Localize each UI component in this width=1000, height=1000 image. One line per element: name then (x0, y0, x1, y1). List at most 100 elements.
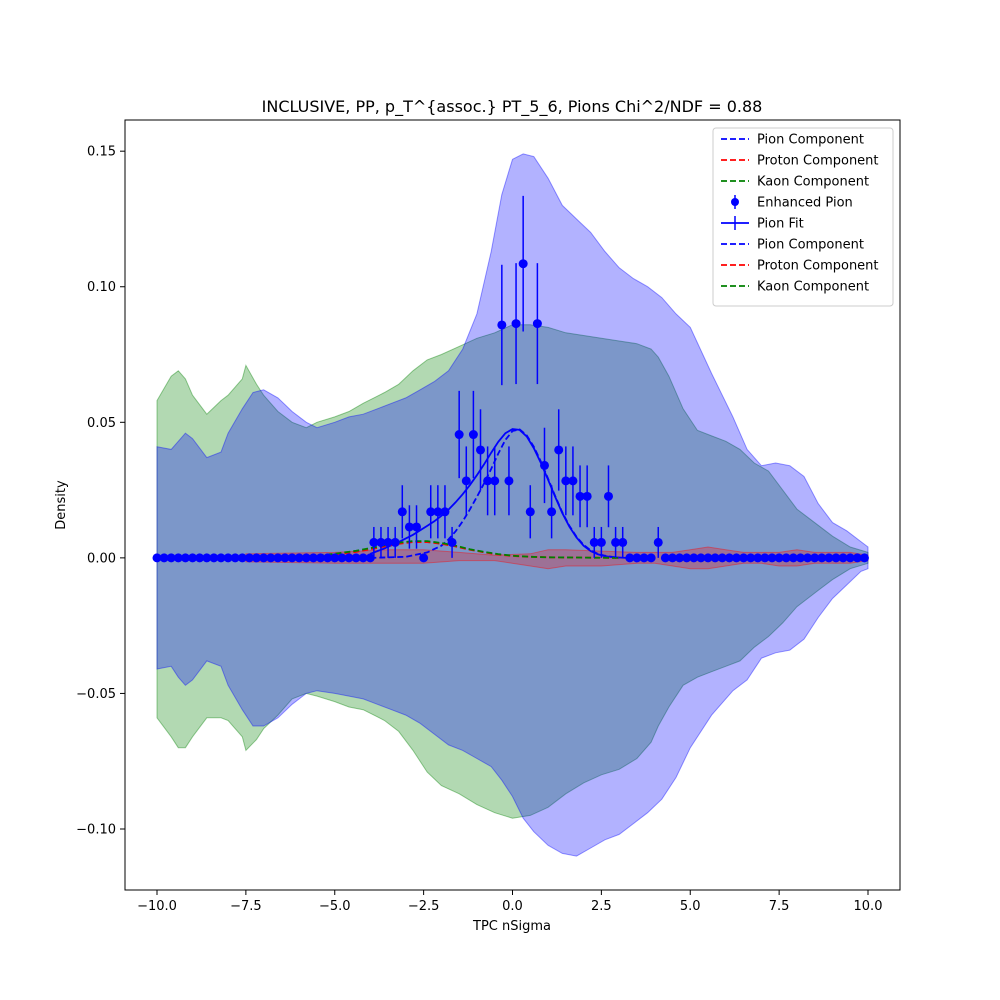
data-point (426, 507, 436, 517)
chart-title: INCLUSIVE, PP, p_T^{assoc.} PT_5_6, Pion… (262, 97, 763, 117)
data-point (554, 445, 564, 455)
data-point (337, 553, 347, 563)
data-point (323, 553, 333, 563)
data-point (767, 553, 777, 563)
legend-label: Kaon Component (757, 175, 869, 190)
data-point (653, 537, 663, 547)
data-point (316, 553, 326, 563)
data-point (351, 553, 361, 563)
kaon-component-line (263, 540, 620, 559)
data-point (539, 460, 549, 470)
data-point (476, 445, 486, 455)
data-point (419, 553, 429, 563)
data-point (173, 553, 183, 563)
legend-marker (731, 198, 739, 206)
data-point (774, 553, 784, 563)
data-point (223, 553, 233, 563)
data-point (682, 553, 692, 563)
data-point (490, 476, 500, 486)
data-point (166, 553, 176, 563)
data-point (365, 553, 375, 563)
data-point (461, 476, 471, 486)
data-point (618, 537, 628, 547)
data-point (447, 537, 457, 547)
x-tick-label: 2.5 (591, 899, 612, 914)
legend-label: Pion Component (757, 238, 864, 253)
data-point (582, 491, 592, 501)
data-point (376, 537, 386, 547)
data-point (294, 553, 304, 563)
data-point (504, 476, 514, 486)
x-axis-ticks: −10.0 −7.5 −5.0 −2.5 0.0 2.5 5.0 7.5 10.0 (137, 890, 882, 914)
y-tick-label: 0.15 (87, 145, 116, 160)
data-point (383, 537, 393, 547)
legend-label: Pion Fit (757, 217, 804, 232)
data-point (781, 553, 791, 563)
x-tick-label: −10.0 (137, 899, 177, 914)
data-point (344, 553, 354, 563)
data-point (216, 553, 226, 563)
data-point (280, 553, 290, 563)
data-point (454, 430, 464, 440)
proton-component-line (263, 541, 620, 559)
data-point (259, 553, 269, 563)
y-axis-ticks: −0.10 −0.05 0.00 0.05 0.10 0.15 (76, 145, 125, 837)
data-point (831, 553, 841, 563)
data-point (547, 507, 557, 517)
data-point (696, 553, 706, 563)
data-point (646, 553, 656, 563)
legend-box (712, 127, 894, 307)
data-point (689, 553, 699, 563)
data-point (244, 553, 254, 563)
data-point (803, 553, 813, 563)
data-point (308, 553, 318, 563)
data-point (824, 553, 834, 563)
data-point (575, 491, 585, 501)
x-tick-label: 7.5 (769, 899, 790, 914)
data-point (675, 553, 685, 563)
data-point (724, 553, 734, 563)
data-point (159, 553, 169, 563)
data-point (632, 553, 642, 563)
x-tick-label: 10.0 (854, 899, 883, 914)
data-point (810, 553, 820, 563)
x-tick-label: −7.5 (230, 899, 262, 914)
y-axis-label: Density (54, 480, 69, 530)
x-tick-label: 5.0 (680, 899, 701, 914)
data-point (483, 476, 493, 486)
data-point (625, 553, 635, 563)
data-point (330, 553, 340, 563)
data-point (301, 553, 311, 563)
data-point (710, 553, 720, 563)
data-point (838, 553, 848, 563)
pion-component-line (370, 428, 620, 559)
data-point (859, 553, 869, 563)
data-point (525, 507, 535, 517)
data-point (603, 491, 613, 501)
uncertainty-bands (156, 153, 869, 857)
data-point (390, 537, 400, 547)
pion-fit-line (369, 428, 627, 559)
data-point (518, 259, 528, 269)
data-point (739, 553, 749, 563)
legend-label: Proton Component (757, 259, 879, 274)
data-point (532, 319, 542, 329)
data-point (703, 553, 713, 563)
y-tick-label: −0.05 (76, 687, 116, 702)
data-point (237, 553, 247, 563)
x-tick-label: 0.0 (502, 899, 523, 914)
data-point (717, 553, 727, 563)
data-point (746, 553, 756, 563)
data-point (753, 553, 763, 563)
data-point (667, 553, 677, 563)
data-point (731, 553, 741, 563)
data-point (188, 553, 198, 563)
blue-band (156, 153, 869, 857)
data-point (266, 553, 276, 563)
y-tick-label: 0.10 (87, 280, 116, 295)
data-point (195, 553, 205, 563)
x-tick-label: −2.5 (408, 899, 440, 914)
data-point (852, 553, 862, 563)
legend: Pion Component Proton Component Kaon Compo… (712, 127, 894, 307)
y-tick-label: −0.10 (76, 822, 116, 837)
